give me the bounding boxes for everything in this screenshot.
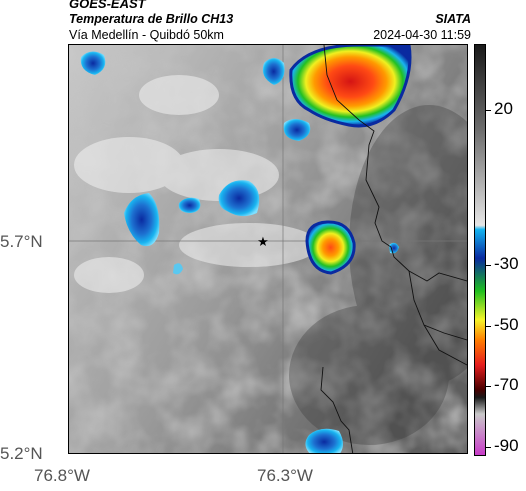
colorbar-tick	[486, 386, 491, 387]
cloud-cell-small-2	[262, 58, 285, 85]
dark-cloud-region	[289, 105, 467, 445]
datetime-label: 2024-04-30 11:59	[373, 28, 471, 42]
lat-label-5.2: 5.2°N	[0, 444, 43, 463]
cloud-cell-small-1	[283, 119, 311, 141]
cloud-cell-west-2	[218, 180, 260, 217]
map-panel[interactable]: ★	[68, 44, 468, 454]
product-title: Temperatura de Brillo CH13	[69, 12, 234, 26]
boundary-line-east	[408, 270, 467, 366]
colorbar-label-minus90: -90	[494, 436, 519, 455]
brightness-temperature-map: ★	[69, 45, 467, 453]
boundary-line	[320, 45, 467, 453]
colorbar-label-minus30: -30	[494, 254, 519, 273]
lon-label-76.8: 76.8°W	[34, 466, 90, 485]
station-star-marker: ★	[257, 235, 269, 250]
cloud-cell-west	[124, 193, 160, 247]
colorbar-label-minus50: -50	[494, 315, 519, 334]
cloud-cell-sw-speck	[173, 263, 183, 275]
cloud-cell-mid-west	[178, 197, 201, 213]
convective-cells	[80, 45, 412, 453]
region-label: Vía Medellín - Quibdó 50km	[69, 28, 224, 42]
colorbar-tick	[486, 447, 491, 448]
colorbar-label-20: 20	[494, 99, 513, 118]
cloud-cell-east-small	[389, 242, 399, 254]
storm-cell-northeast	[289, 45, 412, 128]
satellite-name: GOES-EAST	[69, 0, 146, 11]
storm-cell-central	[305, 220, 356, 275]
cloud-cell-south	[305, 428, 343, 453]
colorbar-tick	[486, 265, 491, 266]
light-cloud-streaks	[74, 75, 319, 293]
organization-label: SIATA	[435, 12, 471, 26]
lat-label-5.7: 5.7°N	[0, 232, 43, 251]
lon-label-76.3: 76.3°W	[257, 466, 313, 485]
colorbar-tick	[486, 110, 491, 111]
temperature-colorbar	[474, 44, 486, 456]
cloud-cell-nw	[80, 51, 106, 75]
colorbar-tick	[486, 326, 491, 327]
colorbar-label-minus70: -70	[494, 375, 519, 394]
